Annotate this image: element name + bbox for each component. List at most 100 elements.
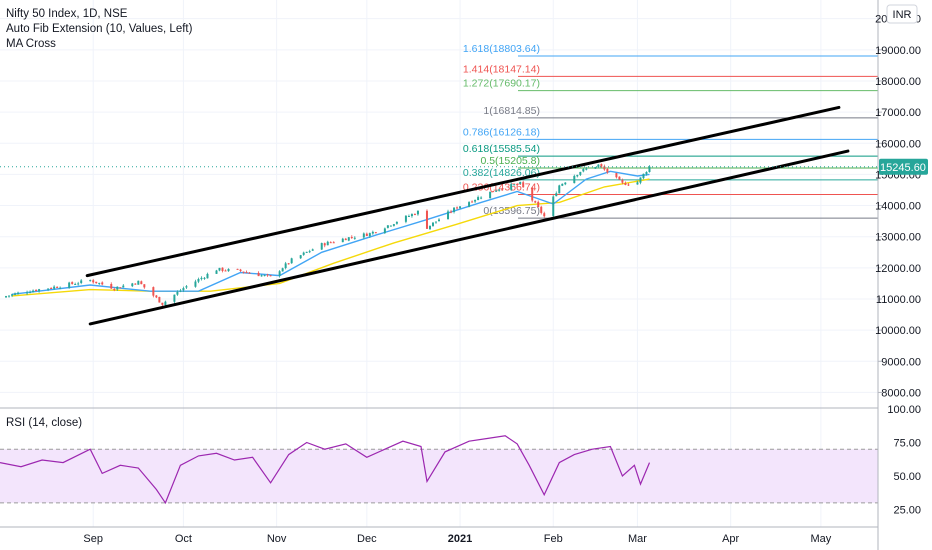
rsi-title[interactable]: RSI (14, close) xyxy=(6,417,82,429)
candle-body xyxy=(576,174,579,177)
candle-body xyxy=(131,283,134,287)
candle-body xyxy=(585,168,588,170)
candle-body xyxy=(522,182,525,188)
indicator-ma-label[interactable]: MA Cross xyxy=(6,38,56,50)
candle-body xyxy=(413,214,416,216)
price-series[interactable] xyxy=(5,163,651,307)
candle-body xyxy=(383,228,386,233)
candle-body xyxy=(92,280,95,283)
rsi-tick-label: 100.00 xyxy=(887,404,921,416)
rsi-panel[interactable] xyxy=(0,435,878,505)
candle-body xyxy=(326,241,329,246)
indicator-fib-label[interactable]: Auto Fib Extension (10, Values, Left) xyxy=(6,23,193,35)
candle-body xyxy=(185,286,188,288)
candle-body xyxy=(260,275,263,277)
candle-body xyxy=(200,277,203,280)
candle-body xyxy=(347,237,350,241)
time-tick-label: May xyxy=(810,533,831,545)
candle-body xyxy=(534,201,537,203)
currency-badge-box[interactable] xyxy=(886,4,918,24)
candle-body xyxy=(47,288,50,290)
candle-body xyxy=(495,190,498,192)
candle-body xyxy=(278,271,281,276)
candle-body xyxy=(471,201,474,203)
trend-channel[interactable] xyxy=(85,105,850,326)
candle-body xyxy=(17,292,20,294)
candle-body xyxy=(119,287,122,289)
candle-body xyxy=(80,280,83,283)
candle-body xyxy=(468,202,471,207)
candle-body xyxy=(95,281,98,284)
fib-level-label: 1.272(17690.17) xyxy=(463,78,540,90)
candle-body xyxy=(203,277,206,279)
candle-body xyxy=(179,290,182,292)
candle-body xyxy=(579,171,582,175)
price-tick-label: 9000.00 xyxy=(881,356,921,368)
candle-body xyxy=(71,282,74,284)
price-tick-label: 12000.00 xyxy=(875,263,921,275)
candle-body xyxy=(431,222,434,226)
candle-body xyxy=(582,168,585,172)
candle-body xyxy=(74,284,77,286)
candle-body xyxy=(239,269,242,272)
candle-body xyxy=(513,184,516,186)
candle-body xyxy=(434,221,437,223)
rsi-band xyxy=(0,449,878,503)
candle-body xyxy=(329,242,332,244)
candle-body xyxy=(14,293,17,295)
candle-body xyxy=(540,206,543,213)
candle-body xyxy=(627,184,630,186)
candle-body xyxy=(281,268,284,272)
candle-body xyxy=(263,275,266,277)
candle-body xyxy=(404,215,407,222)
candle-body xyxy=(152,287,155,296)
symbol-title[interactable]: Nifty 50 Index, 1D, NSE xyxy=(6,8,128,20)
candle-body xyxy=(101,282,104,285)
currency-badge[interactable]: INR xyxy=(886,4,918,24)
candle-body xyxy=(474,199,477,202)
candle-body xyxy=(236,268,239,270)
fib-level-label: 0.786(16126.18) xyxy=(463,126,540,138)
candle-body xyxy=(173,294,176,302)
candle-body xyxy=(450,211,453,213)
channel-upper-line xyxy=(85,105,841,278)
candle-body xyxy=(35,289,38,292)
currency-badge-label: INR xyxy=(893,9,912,21)
candle-body xyxy=(269,275,272,277)
candle-body xyxy=(308,251,311,253)
candle-body xyxy=(389,225,392,227)
candle-body xyxy=(519,182,522,184)
price-tick-label: 14000.00 xyxy=(875,201,921,213)
candle-body xyxy=(257,272,260,277)
fib-level-label: 1.618(18803.64) xyxy=(463,43,540,55)
rsi-tick-label: 50.00 xyxy=(893,471,921,483)
candle-body xyxy=(353,237,356,239)
candle-body xyxy=(531,187,534,201)
candle-body xyxy=(510,184,513,190)
candle-body xyxy=(447,211,450,220)
candle-body xyxy=(374,232,377,234)
candle-body xyxy=(600,164,603,167)
legend: Nifty 50 Index, 1D, NSE Auto Fib Extensi… xyxy=(6,8,193,429)
candle-body xyxy=(320,243,323,250)
candle-body xyxy=(386,225,389,228)
candle-body xyxy=(621,179,624,183)
candle-body xyxy=(5,296,8,298)
candle-body xyxy=(227,268,230,272)
candle-body xyxy=(648,166,651,173)
time-tick-label: Feb xyxy=(544,533,563,545)
candle-body xyxy=(134,283,137,285)
candle-body xyxy=(197,279,200,282)
price-tick-label: 8000.00 xyxy=(881,387,921,399)
channel-lower-line xyxy=(88,149,850,326)
candle-body xyxy=(116,286,119,290)
candle-body xyxy=(8,295,11,297)
candle-body xyxy=(365,233,368,236)
candle-body xyxy=(453,207,456,213)
candle-body xyxy=(284,263,287,269)
candle-body xyxy=(143,284,146,288)
candle-body xyxy=(176,291,179,295)
candle-body xyxy=(182,288,185,291)
candle-body xyxy=(305,251,308,253)
